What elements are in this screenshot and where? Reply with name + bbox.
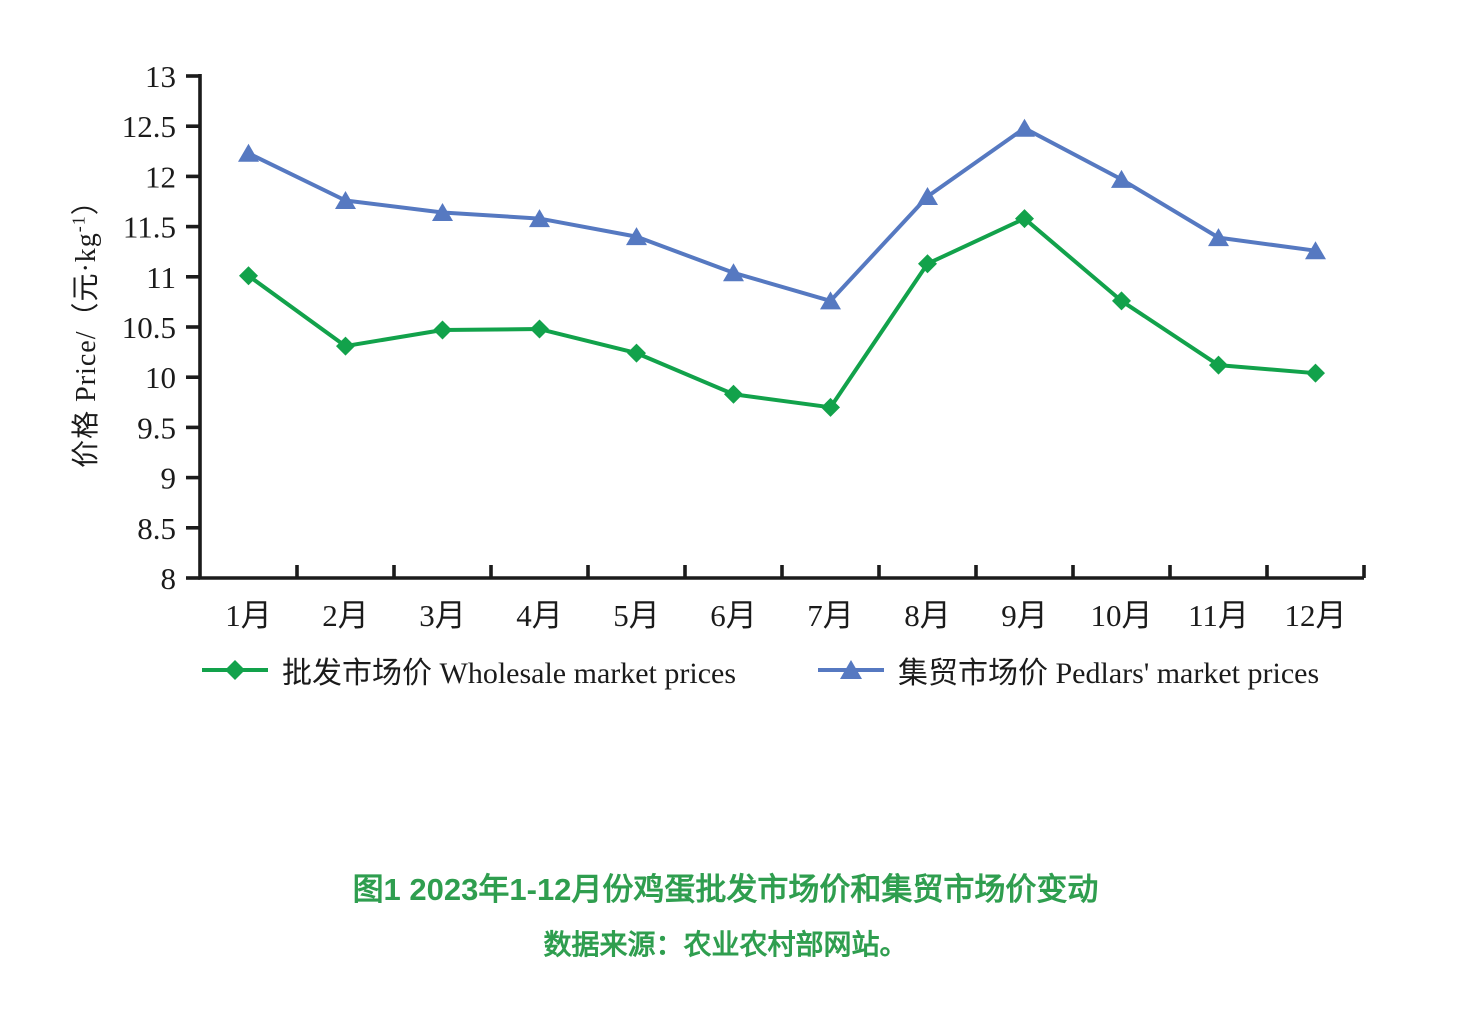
y-axis-ticks	[186, 74, 200, 580]
svg-text:11月: 11月	[1188, 598, 1249, 633]
diamond-data-point	[433, 320, 452, 340]
diamond-data-point	[627, 343, 646, 363]
svg-text:1月: 1月	[225, 598, 272, 633]
legend-item-wholesale: 批发市场价 Wholesale market prices	[202, 650, 736, 690]
triangle-data-point	[1208, 228, 1229, 247]
diamond-data-point	[239, 266, 258, 286]
diamond-data-point	[918, 254, 937, 274]
diamond-marker-icon	[202, 660, 268, 680]
svg-text:10.5: 10.5	[122, 310, 176, 345]
triangle-data-point	[917, 186, 938, 205]
triangle-marker-icon	[818, 660, 884, 679]
svg-text:9: 9	[161, 461, 177, 496]
diamond-data-point	[1112, 291, 1131, 311]
y-axis-title-sup: -1	[68, 215, 89, 233]
svg-text:13: 13	[145, 59, 176, 94]
x-axis-ticks	[295, 565, 1366, 578]
figure-caption-source: 数据来源：农业农村部网站。	[543, 929, 908, 960]
triangle-data-point	[335, 190, 356, 209]
legend-label-wholesale: 批发市场价 Wholesale market prices	[282, 657, 737, 690]
svg-text:12: 12	[145, 159, 176, 194]
diamond-data-point	[530, 319, 549, 339]
triangle-data-point	[820, 291, 841, 310]
price-line-chart: 13 12.5 12 11.5 11 10.5 10 9.5 9 8.5 8 1月 2月 3月 4月 5月 6月…	[122, 59, 1366, 633]
svg-text:8.5: 8.5	[137, 511, 176, 546]
legend-label-pedlars: 集贸市场价 Pedlars' market prices	[898, 657, 1320, 690]
y-axis-tick-labels: 13 12.5 12 11.5 11 10.5 10 9.5 9 8.5 8	[122, 59, 176, 596]
diamond-data-point	[1209, 355, 1228, 375]
y-axis-title-suffix: ）	[71, 186, 102, 216]
svg-text:11.5: 11.5	[123, 210, 176, 245]
svg-text:9月: 9月	[1001, 598, 1048, 633]
figure-caption-title: 图1 2023年1-12月份鸡蛋批发市场价和集贸市场价变动	[352, 872, 1099, 907]
triangle-data-point	[529, 209, 550, 228]
triangle-data-point	[238, 143, 259, 162]
triangle-data-point	[1111, 169, 1132, 188]
diamond-data-point	[1306, 363, 1325, 383]
svg-text:4月: 4月	[516, 598, 563, 633]
svg-text:10: 10	[145, 360, 176, 395]
triangle-data-point	[1014, 118, 1035, 137]
diamond-data-point	[724, 384, 743, 404]
svg-text:11: 11	[146, 260, 176, 295]
y-axis-title-text: 价格 Price/（元·kg	[71, 232, 102, 468]
triangle-data-point	[626, 227, 647, 246]
triangle-data-point	[1305, 241, 1326, 260]
x-axis-tick-labels: 1月 2月 3月 4月 5月 6月 7月 8月 9月 10月 11月 12月	[225, 598, 1346, 633]
svg-text:10月: 10月	[1091, 598, 1153, 633]
diamond-data-point	[821, 397, 840, 417]
svg-text:2月: 2月	[322, 598, 369, 633]
svg-text:3月: 3月	[419, 598, 466, 633]
y-axis-title: 价格 Price/（元·kg-1）	[64, 186, 104, 468]
svg-text:6月: 6月	[710, 598, 757, 633]
svg-text:8: 8	[161, 561, 177, 596]
svg-text:8月: 8月	[904, 598, 951, 633]
svg-text:7月: 7月	[807, 598, 854, 633]
svg-text:5月: 5月	[613, 598, 660, 633]
svg-text:12.5: 12.5	[122, 109, 176, 144]
legend-item-pedlars: 集贸市场价 Pedlars' market prices	[818, 650, 1319, 690]
series-pedlars	[238, 118, 1326, 310]
svg-text:12月: 12月	[1285, 598, 1347, 633]
triangle-data-point	[723, 263, 744, 282]
diamond-data-point	[336, 336, 355, 356]
svg-text:9.5: 9.5	[137, 410, 176, 445]
axes	[198, 74, 1364, 580]
series-wholesale	[239, 209, 1325, 417]
diamond-data-point	[1015, 209, 1034, 229]
triangle-data-point	[432, 203, 453, 222]
